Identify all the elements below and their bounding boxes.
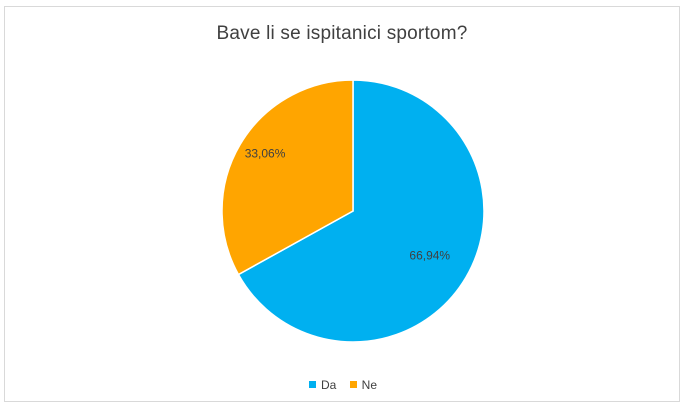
data-label-da: 66,94% (409, 248, 450, 262)
chart-title: Bave li se ispitanici sportom? (216, 23, 468, 44)
legend-label-ne: Ne (361, 377, 378, 392)
pie-slice-ne (221, 79, 354, 276)
legend-swatch-da (308, 381, 316, 388)
data-label-ne: 33,06% (245, 147, 286, 161)
legend: Da Ne (0, 377, 686, 392)
pie-slice-da (237, 79, 485, 343)
legend-item-ne: Ne (349, 377, 378, 392)
legend-item-da: Da (308, 377, 337, 392)
legend-swatch-ne (349, 381, 357, 388)
legend-label-da: Da (320, 377, 337, 392)
